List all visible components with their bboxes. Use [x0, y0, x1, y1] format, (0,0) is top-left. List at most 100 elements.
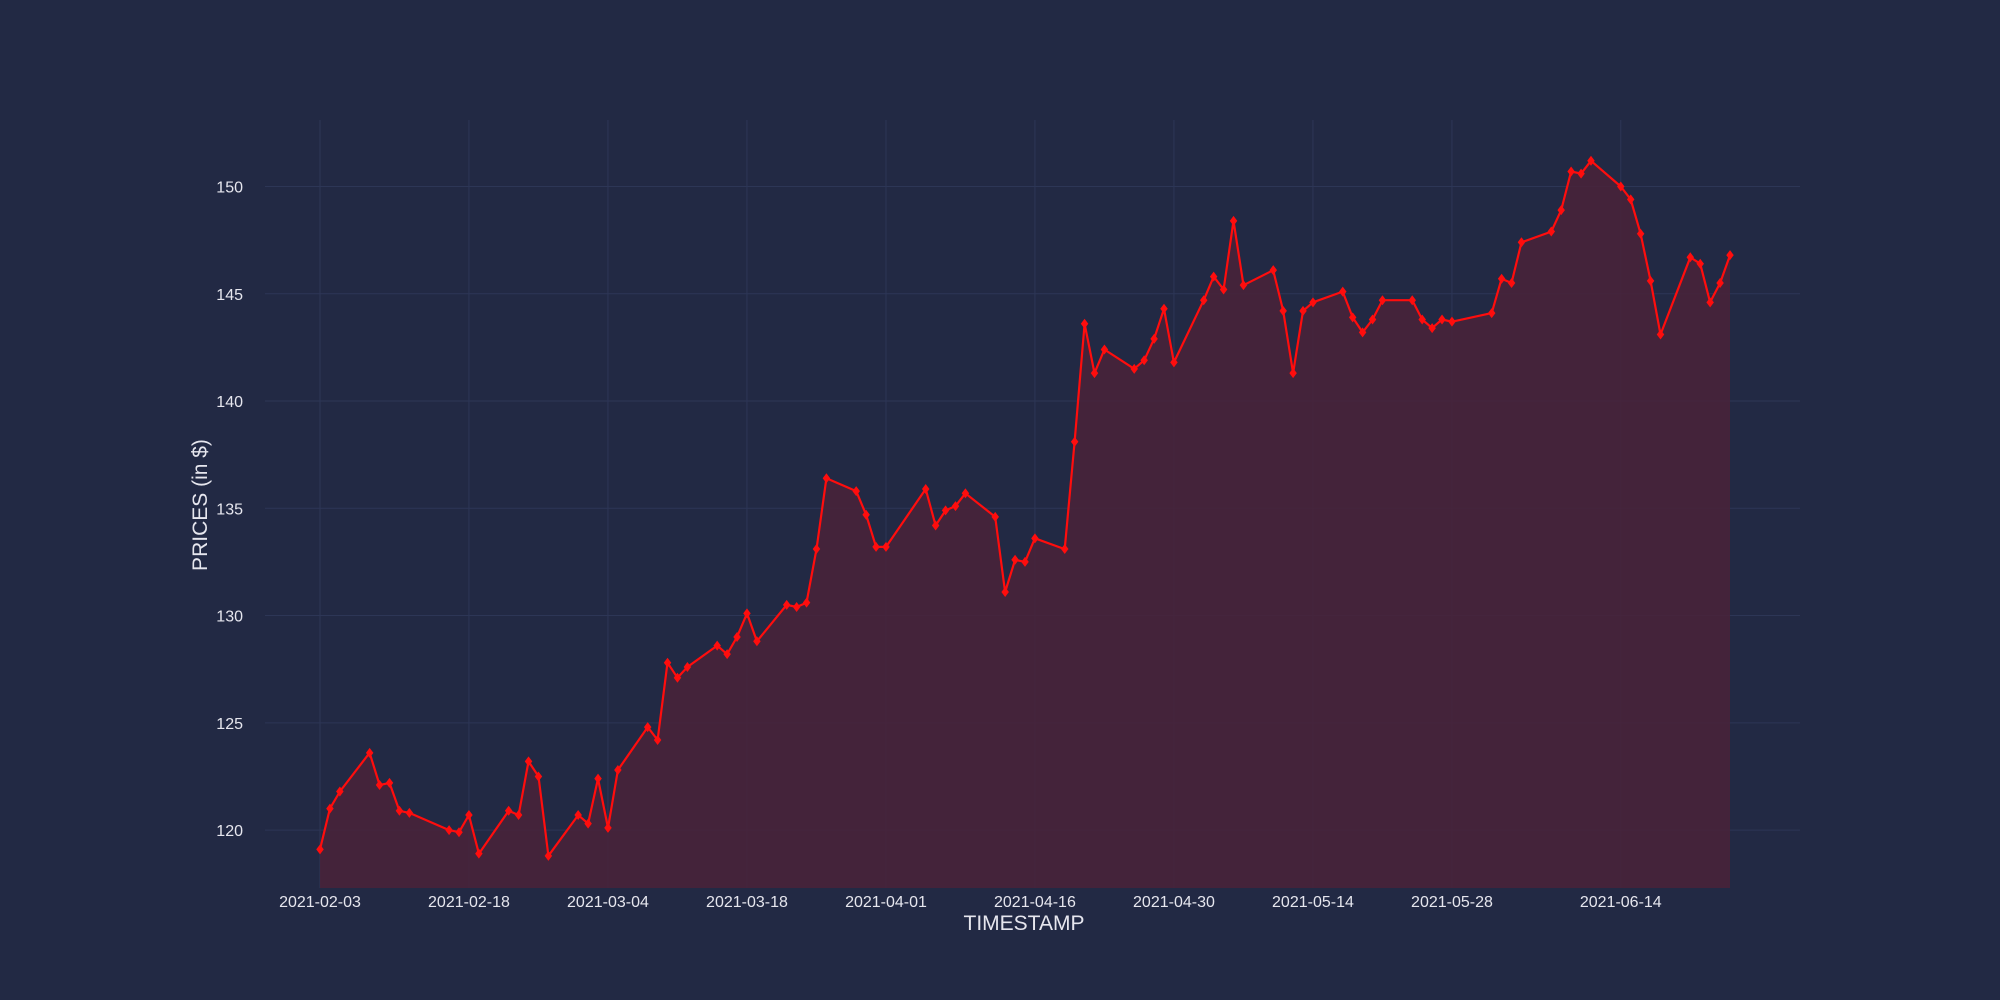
data-point — [782, 599, 791, 610]
data-point — [961, 488, 970, 499]
y-tick-label: 145 — [216, 287, 243, 304]
data-point — [1090, 368, 1099, 379]
data-point — [1070, 436, 1079, 447]
data-point — [465, 810, 473, 821]
data-point — [1358, 327, 1367, 338]
data-point — [1577, 168, 1585, 179]
data-point — [1636, 228, 1645, 239]
data-point — [1219, 284, 1228, 295]
data-point — [1140, 355, 1148, 366]
data-point — [584, 818, 592, 829]
data-point — [614, 765, 622, 776]
data-point — [1726, 250, 1734, 261]
x-tick-label: 2021-02-18 — [428, 894, 510, 911]
data-point — [1080, 318, 1089, 329]
data-point — [1150, 333, 1158, 344]
x-axis-ticks: 2021-02-03 2021-02-18 2021-03-04 2021-03-18… — [279, 894, 1662, 911]
data-point — [1209, 271, 1218, 282]
x-tick-label: 2021-02-03 — [279, 894, 361, 911]
data-point — [1279, 305, 1287, 316]
data-point — [653, 734, 662, 745]
data-point — [1348, 312, 1357, 323]
data-point — [1438, 314, 1446, 325]
data-point — [1309, 297, 1317, 308]
x-tick-label: 2021-04-16 — [994, 894, 1076, 911]
data-point — [1229, 215, 1238, 226]
data-point — [1567, 166, 1575, 177]
data-point — [385, 777, 394, 788]
y-tick-label: 140 — [216, 394, 243, 411]
data-point — [1289, 368, 1297, 379]
data-point — [802, 597, 811, 608]
data-point — [1557, 205, 1565, 216]
data-point — [1001, 586, 1009, 597]
data-point — [504, 805, 513, 816]
data-point — [862, 509, 870, 520]
data-point — [1587, 155, 1595, 166]
x-tick-label: 2021-05-14 — [1272, 894, 1354, 911]
data-point — [316, 844, 324, 855]
data-point — [1428, 323, 1436, 334]
data-point — [713, 640, 721, 651]
data-point — [1448, 316, 1456, 327]
data-point — [574, 810, 582, 821]
data-point — [544, 850, 553, 861]
data-point — [1547, 226, 1556, 237]
data-point — [1696, 258, 1704, 269]
data-point — [524, 756, 533, 767]
data-point — [1716, 278, 1724, 289]
data-point — [931, 520, 940, 531]
data-point — [852, 486, 860, 497]
data-point — [882, 541, 890, 552]
data-point — [336, 786, 344, 797]
data-point — [1656, 329, 1665, 340]
area-fill-layer — [320, 160, 1730, 889]
data-point — [1199, 295, 1208, 306]
data-point — [1060, 544, 1069, 555]
data-point — [673, 672, 682, 683]
data-point — [455, 827, 463, 838]
x-tick-label: 2021-05-28 — [1411, 894, 1493, 911]
x-axis-label: TIMESTAMP — [964, 912, 1085, 935]
data-point — [822, 473, 831, 484]
data-point — [326, 803, 334, 814]
data-point — [1626, 194, 1635, 205]
data-point — [445, 825, 453, 836]
data-point — [812, 544, 821, 555]
data-point — [1100, 344, 1109, 355]
data-point — [375, 780, 384, 791]
data-point — [663, 657, 672, 668]
y-tick-label: 130 — [216, 609, 243, 626]
data-point — [1378, 295, 1387, 306]
data-point — [1686, 252, 1695, 263]
data-point — [1706, 297, 1714, 308]
data-point — [643, 722, 652, 733]
data-point — [514, 810, 523, 821]
x-tick-label: 2021-04-30 — [1133, 894, 1215, 911]
data-point — [1011, 554, 1019, 565]
data-point — [792, 601, 801, 612]
data-point — [1239, 280, 1248, 291]
series-line-layer — [318, 159, 1732, 857]
data-point — [723, 649, 731, 660]
data-point — [683, 662, 692, 673]
data-point — [1338, 286, 1347, 297]
data-point — [1130, 363, 1138, 374]
data-point — [534, 771, 543, 782]
data-point — [1021, 556, 1029, 567]
x-tick-label: 2021-04-01 — [845, 894, 927, 911]
y-axis-ticks: 120 125 130 135 140 145 150 — [216, 180, 243, 841]
data-point — [604, 822, 612, 833]
data-point — [991, 511, 999, 522]
x-tick-label: 2021-06-14 — [1580, 894, 1662, 911]
data-point — [1368, 314, 1377, 325]
data-point — [365, 747, 374, 758]
data-point — [1269, 265, 1277, 276]
data-point — [1517, 237, 1526, 248]
data-point — [1408, 295, 1417, 306]
y-tick-label: 120 — [216, 823, 243, 840]
x-tick-label: 2021-03-04 — [567, 894, 649, 911]
series-line — [318, 159, 1732, 857]
